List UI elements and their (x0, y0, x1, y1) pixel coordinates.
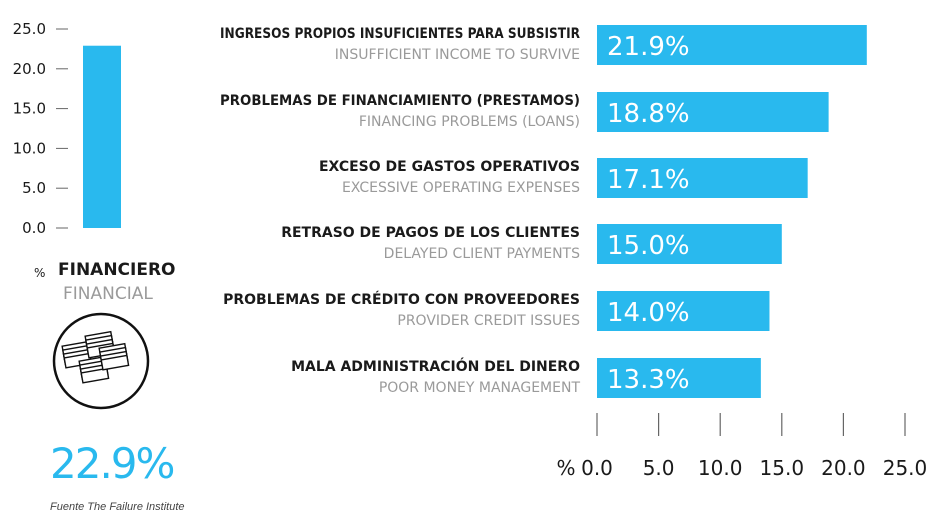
category-label-es: PROBLEMAS DE CRÉDITO CON PROVEEDORES (223, 291, 580, 308)
category-label-es: EXCESO DE GASTOS OPERATIVOS (319, 159, 580, 175)
category-label-es: MALA ADMINISTRACIÓN DEL DINERO (291, 357, 580, 375)
bar-row-5 (597, 291, 770, 331)
bar-row-6 (597, 358, 761, 398)
y-tick-label: 15.0 (13, 100, 46, 118)
y-tick-label: 5.0 (22, 179, 46, 197)
x-tick-label: 15.0 (760, 456, 805, 480)
x-tick-label: 20.0 (821, 456, 866, 480)
bill-shape (100, 354, 130, 371)
bill-shape (80, 367, 110, 384)
y-tick-label: 0.0 (22, 219, 46, 237)
y-tick-label: 10.0 (13, 139, 46, 157)
value-label: 18.8% (607, 99, 690, 129)
category-label-es: RETRASO DE PAGOS DE LOS CLIENTES (281, 225, 580, 241)
bar-financiero (83, 45, 121, 228)
source-note: Fuente The Failure Institute (50, 501, 185, 513)
category-label-en: INSUFFICIENT INCOME TO SURVIVE (335, 47, 580, 63)
category-label-en: POOR MONEY MANAGEMENT (379, 380, 581, 396)
category-label-en: FINANCIAL (63, 284, 153, 304)
bar-row-2 (597, 92, 829, 132)
x-tick-label: 5.0 (643, 456, 675, 480)
y-tick-label: 20.0 (13, 60, 46, 78)
big-value: 22.9% (50, 439, 174, 488)
x-axis-unit: % (556, 456, 575, 480)
x-tick-label: 0.0 (581, 456, 613, 480)
category-label-en: PROVIDER CREDIT ISSUES (397, 313, 580, 329)
bar-row-1 (597, 25, 867, 65)
x-tick-label: 25.0 (883, 456, 928, 480)
bar-row-3 (597, 158, 808, 198)
vertical-bar-chart: 0.0 5.0 10.0 15.0 20.0 25.0% FINANCIERO FINANCI… (13, 20, 176, 488)
category-label-en: FINANCING PROBLEMS (LOANS) (359, 114, 580, 130)
money-stack-icon (52, 312, 150, 410)
category-label-en: EXCESSIVE OPERATING EXPENSES (342, 180, 580, 196)
value-label: 21.9% (607, 32, 690, 62)
value-label: 17.1% (607, 165, 690, 195)
value-label: 13.3% (607, 365, 690, 395)
category-label-es: INGRESOS PROPIOS INSUFICIENTES PARA SUBS… (220, 26, 580, 42)
bar-row-4 (597, 224, 782, 264)
y-tick-label: 25.0 (13, 20, 46, 38)
value-label: 15.0% (607, 231, 690, 261)
value-label: 14.0% (607, 298, 690, 328)
category-label-es: PROBLEMAS DE FINANCIAMIENTO (PRESTAMOS) (220, 93, 580, 109)
category-label-es: FINANCIERO (58, 260, 176, 280)
category-label-en: DELAYED CLIENT PAYMENTS (384, 246, 580, 262)
percent-symbol: % (34, 266, 45, 280)
x-tick-label: 10.0 (698, 456, 743, 480)
